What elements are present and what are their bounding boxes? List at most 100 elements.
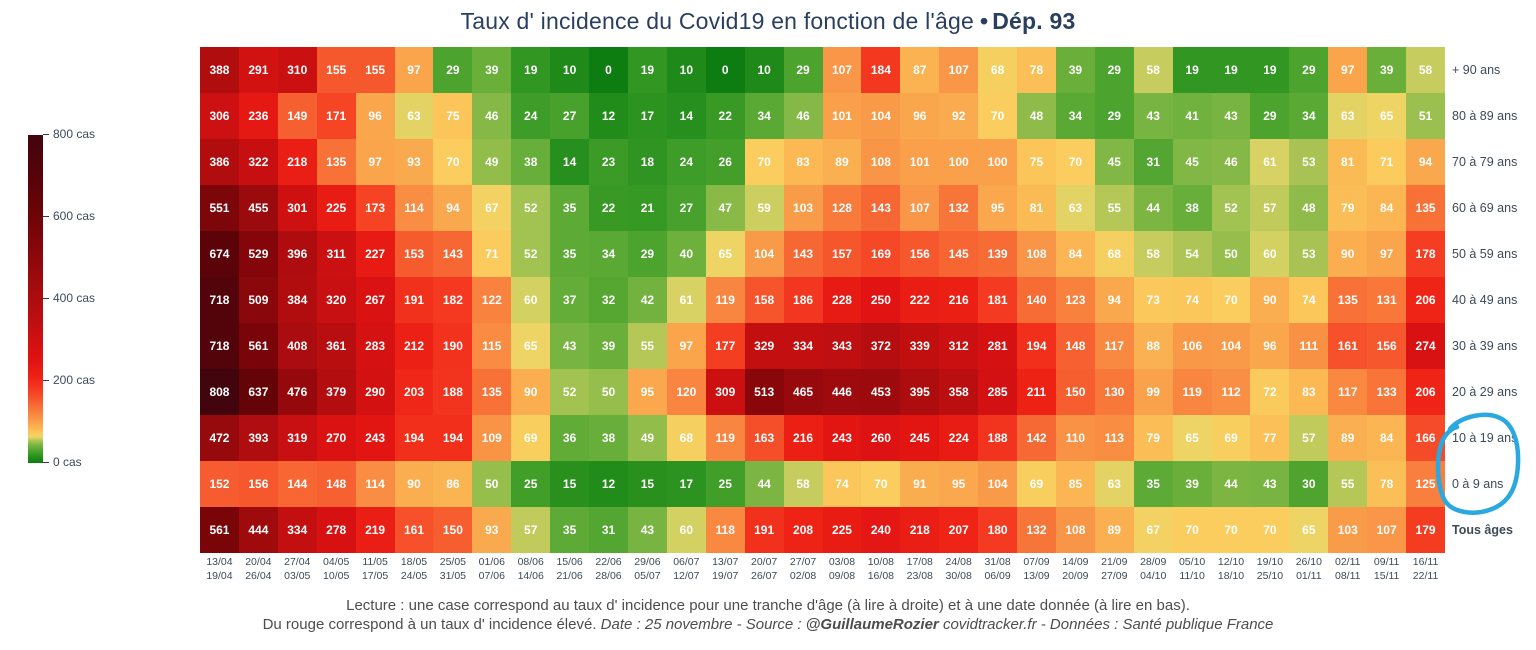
week-range-label: 13/07 19/07 <box>712 556 739 582</box>
heatmap-cell: 97 <box>666 323 706 369</box>
heatmap-cell: 37 <box>550 277 590 323</box>
tick-label: 400 cas <box>53 291 96 305</box>
footer-line2: Du rouge correspond à un taux d' inciden… <box>0 616 1536 633</box>
heatmap-cell: 34 <box>1055 93 1095 139</box>
heatmap-cell: 57 <box>1250 185 1290 231</box>
heatmap-cell: 130 <box>1094 369 1134 415</box>
week-range-label: 15/06 21/06 <box>556 556 583 582</box>
heatmap-cell: 68 <box>666 415 706 461</box>
heatmap-cell: 212 <box>394 323 434 369</box>
heatmap-cell: 153 <box>394 231 434 277</box>
heatmap-cell: 120 <box>666 369 706 415</box>
heatmap-cell: 110 <box>1055 415 1095 461</box>
heatmap-cell: 63 <box>1094 461 1134 507</box>
title-department: Dép. 93 <box>992 8 1076 34</box>
heatmap-cell: 109 <box>472 415 512 461</box>
heatmap-cell: 96 <box>1250 323 1290 369</box>
heatmap-cell: 45 <box>1172 139 1212 185</box>
heatmap-cell: 166 <box>1406 415 1445 461</box>
heatmap-cell: 718 <box>200 323 239 369</box>
heatmap-cell: 58 <box>1133 231 1173 277</box>
heatmap-cell: 115 <box>472 323 512 369</box>
week-range-label: 07/09 13/09 <box>1023 556 1050 582</box>
heatmap-cell: 329 <box>744 323 784 369</box>
week-range-label: 10/08 16/08 <box>867 556 894 582</box>
week-range-label: 26/10 01/11 <box>1295 556 1322 582</box>
heatmap-cell: 718 <box>200 277 239 323</box>
heatmap-cell: 455 <box>238 185 278 231</box>
week-range-label: 14/09 20/09 <box>1062 556 1089 582</box>
colorbar-tick: 800 cas <box>43 127 95 141</box>
heatmap-cell: 155 <box>316 47 356 93</box>
heatmap-cell: 86 <box>433 461 473 507</box>
heatmap-cell: 58 <box>1133 47 1173 93</box>
week-range-label: 09/11 15/11 <box>1373 556 1400 582</box>
heatmap-cell: 191 <box>744 507 784 553</box>
heatmap-cell: 49 <box>472 139 512 185</box>
heatmap-cell: 104 <box>1211 323 1251 369</box>
heatmap-cell: 143 <box>861 185 901 231</box>
heatmap-cell: 551 <box>200 185 239 231</box>
heatmap-cell: 186 <box>783 277 823 323</box>
heatmap-cell: 60 <box>1250 231 1290 277</box>
heatmap-cell: 319 <box>277 415 317 461</box>
heatmap-cell: 104 <box>861 93 901 139</box>
age-group-label: 20 à 29 ans <box>1452 385 1518 399</box>
week-range-label: 29/06 05/07 <box>634 556 661 582</box>
age-group-label: 30 à 39 ans <box>1452 339 1518 353</box>
week-range-label: 21/09 27/09 <box>1101 556 1128 582</box>
heatmap-cell: 674 <box>200 231 239 277</box>
heatmap-cell: 84 <box>1367 185 1407 231</box>
heatmap-cell: 46 <box>472 93 512 139</box>
heatmap-cell: 15 <box>550 461 590 507</box>
heatmap-cell: 87 <box>900 47 940 93</box>
heatmap-cell: 29 <box>783 47 823 93</box>
heatmap-cell: 103 <box>783 185 823 231</box>
heatmap-grid: 388 291 310 155 155 97 29 39 19 10 0 19 10 0 10 29 107 18… <box>200 47 1445 553</box>
heatmap-cell: 194 <box>433 415 473 461</box>
heatmap-cell: 29 <box>433 47 473 93</box>
heatmap-cell: 19 <box>511 47 551 93</box>
heatmap-cell: 243 <box>355 415 395 461</box>
heatmap-cell: 270 <box>316 415 356 461</box>
heatmap-cell: 38 <box>589 415 628 461</box>
heatmap-cell: 312 <box>939 323 979 369</box>
heatmap-cell: 513 <box>744 369 784 415</box>
heatmap-cell: 218 <box>277 139 317 185</box>
heatmap-cell: 140 <box>1017 277 1056 323</box>
age-group-label: 10 à 19 ans <box>1452 431 1518 445</box>
heatmap-cell: 156 <box>238 461 278 507</box>
heatmap-cell: 78 <box>1017 47 1056 93</box>
heatmap-cell: 339 <box>900 323 940 369</box>
heatmap-cell: 69 <box>511 415 551 461</box>
heatmap-cell: 135 <box>472 369 512 415</box>
heatmap-cell: 188 <box>433 369 473 415</box>
heatmap-cell: 69 <box>1211 415 1251 461</box>
heatmap-cell: 45 <box>1094 139 1134 185</box>
heatmap-cell: 118 <box>705 507 745 553</box>
week-range-label: 03/08 09/08 <box>828 556 856 582</box>
heatmap-cell: 97 <box>355 139 395 185</box>
heatmap-cell: 509 <box>238 277 278 323</box>
heatmap-cell: 26 <box>705 139 745 185</box>
heatmap-cell: 27 <box>550 93 590 139</box>
heatmap-cell: 84 <box>1367 415 1407 461</box>
heatmap-cell: 149 <box>277 93 317 139</box>
heatmap-cell: 24 <box>511 93 551 139</box>
heatmap-cell: 446 <box>822 369 862 415</box>
heatmap-cell: 177 <box>705 323 745 369</box>
heatmap-cell: 155 <box>355 47 395 93</box>
age-group-label: + 90 ans <box>1452 63 1501 77</box>
heatmap-cell: 93 <box>394 139 434 185</box>
week-range-label: 12/10 18/10 <box>1217 556 1245 582</box>
heatmap-cell: 55 <box>627 323 667 369</box>
heatmap-cell: 74 <box>1289 277 1329 323</box>
heatmap-cell: 150 <box>433 507 473 553</box>
heatmap-cell: 22 <box>705 93 745 139</box>
heatmap-cell: 100 <box>978 139 1018 185</box>
heatmap-cell: 23 <box>589 139 628 185</box>
heatmap-cell: 122 <box>472 277 512 323</box>
heatmap-cell: 178 <box>1406 231 1445 277</box>
heatmap-cell: 78 <box>1367 461 1407 507</box>
heatmap-cell: 41 <box>1172 93 1212 139</box>
